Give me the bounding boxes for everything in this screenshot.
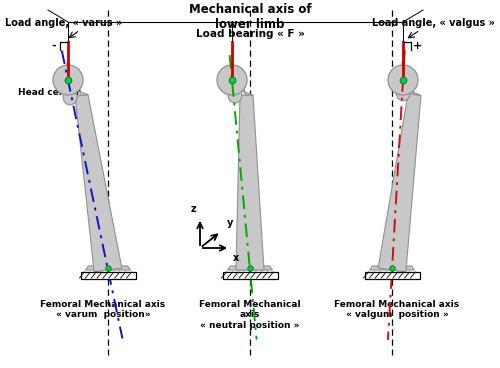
Text: Load angle, « valgus »: Load angle, « valgus » bbox=[372, 18, 495, 28]
Polygon shape bbox=[75, 95, 122, 272]
Text: x: x bbox=[233, 253, 239, 263]
Ellipse shape bbox=[63, 89, 77, 105]
Ellipse shape bbox=[396, 85, 410, 101]
Text: Head center: Head center bbox=[18, 88, 80, 97]
Polygon shape bbox=[370, 266, 414, 270]
Text: Femoral Mechanical axis
« valgum  position »: Femoral Mechanical axis « valgum positio… bbox=[334, 300, 460, 319]
Bar bbox=[364, 272, 420, 279]
Polygon shape bbox=[378, 93, 421, 272]
Text: -: - bbox=[52, 41, 57, 51]
Circle shape bbox=[217, 65, 247, 95]
Text: Load bearing « F »: Load bearing « F » bbox=[196, 29, 304, 39]
Text: Femoral Mechanical
axis
« neutral position »: Femoral Mechanical axis « neutral positi… bbox=[199, 300, 301, 330]
Ellipse shape bbox=[228, 87, 242, 103]
Polygon shape bbox=[236, 95, 264, 270]
Text: +: + bbox=[412, 41, 422, 51]
Text: Femoral Mechanical axis
« varum  position»: Femoral Mechanical axis « varum position… bbox=[40, 300, 166, 319]
Text: Load angle, « varus »: Load angle, « varus » bbox=[5, 18, 122, 28]
Text: y: y bbox=[227, 219, 234, 229]
Polygon shape bbox=[234, 84, 253, 95]
Polygon shape bbox=[86, 266, 130, 270]
Polygon shape bbox=[228, 266, 272, 270]
Polygon shape bbox=[70, 84, 88, 96]
Bar bbox=[80, 272, 136, 279]
Circle shape bbox=[53, 65, 83, 95]
Polygon shape bbox=[404, 84, 421, 95]
Circle shape bbox=[388, 65, 418, 95]
Text: z: z bbox=[190, 204, 196, 214]
Bar bbox=[222, 272, 278, 279]
Text: Mechanical axis of
lower limb: Mechanical axis of lower limb bbox=[188, 3, 312, 31]
